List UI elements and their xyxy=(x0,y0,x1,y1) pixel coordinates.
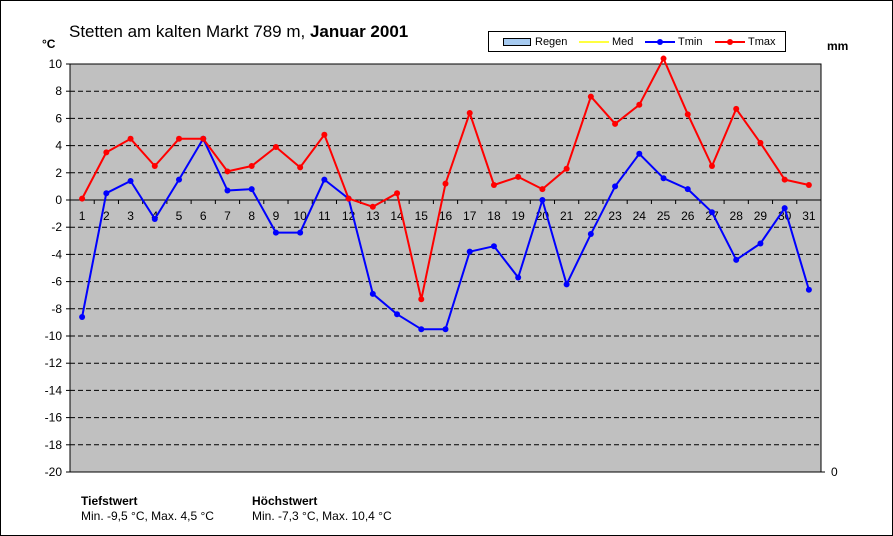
legend-item-tmin: Tmin xyxy=(645,32,702,51)
legend-swatch-regen xyxy=(503,37,531,46)
footer-highest: Höchstwert Min. -7,3 °C, Max. 10,4 °C xyxy=(252,494,392,524)
chart-title-month: Januar 2001 xyxy=(309,22,409,41)
legend-item-med: Med xyxy=(579,32,633,51)
footer-lowest-title: Tiefstwert xyxy=(81,494,138,508)
footer-lowest-text: Min. -9,5 °C, Max. 4,5 °C xyxy=(81,509,214,523)
legend-label-tmin: Tmin xyxy=(678,35,703,48)
legend-item-tmax: Tmax xyxy=(715,32,776,51)
chart-title: Stetten am kalten Markt 789 m, Januar 20… xyxy=(69,22,408,42)
footer-highest-text: Min. -7,3 °C, Max. 10,4 °C xyxy=(252,509,392,523)
legend-label-regen: Regen xyxy=(535,35,568,48)
left-axis-unit: °C xyxy=(42,37,56,51)
legend-swatch-tmax xyxy=(715,38,745,45)
legend-label-med: Med xyxy=(612,35,634,48)
footer-highest-title: Höchstwert xyxy=(252,494,318,508)
legend-swatch-med xyxy=(579,40,609,43)
legend-item-regen: Regen xyxy=(503,32,567,51)
chart-title-location: Stetten am kalten Markt 789 m, xyxy=(69,22,310,41)
legend-swatch-tmin xyxy=(645,38,675,45)
right-axis-unit: mm xyxy=(827,39,849,53)
legend-label-tmax: Tmax xyxy=(748,35,776,48)
footer-lowest: Tiefstwert Min. -9,5 °C, Max. 4,5 °C xyxy=(81,494,214,524)
legend: Regen Med Tmin Tmax xyxy=(488,31,786,52)
